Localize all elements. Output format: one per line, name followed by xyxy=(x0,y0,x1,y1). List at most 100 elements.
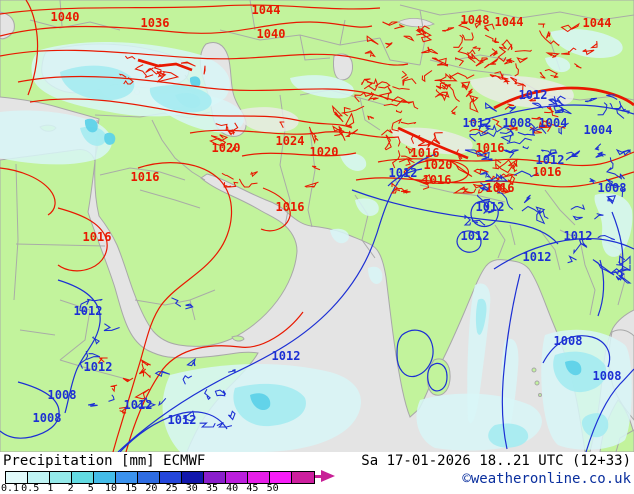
dense-isobar-squiggle xyxy=(366,77,379,91)
dense-isobar-squiggle xyxy=(436,62,449,67)
dense-isobar-squiggle xyxy=(492,158,502,170)
scale-cell xyxy=(248,472,270,483)
dense-isobar-squiggle xyxy=(394,24,406,30)
dense-isobar-squiggle xyxy=(460,188,477,194)
dense-isobar-squiggle xyxy=(464,149,490,159)
dense-isobar-squiggle xyxy=(539,30,560,47)
dense-isobar-squiggle xyxy=(405,157,415,166)
dense-isobar-squiggle xyxy=(97,357,108,364)
dense-isobar-squiggle xyxy=(397,136,401,147)
dense-isobar-squiggle xyxy=(450,160,473,178)
scale-tick-label: 25 xyxy=(165,483,178,494)
dense-isobar-squiggle xyxy=(366,35,379,45)
dense-isobar-squiggle xyxy=(122,377,134,383)
dense-isobar-squiggle xyxy=(615,148,630,156)
dense-isobar-squiggle xyxy=(614,269,625,277)
dense-isobar-squiggle xyxy=(507,124,516,131)
dense-isobar-squiggle xyxy=(594,213,604,220)
dense-isobar-squiggle xyxy=(216,422,233,428)
product-title: Precipitation [mm] ECMWF xyxy=(3,453,205,469)
dense-isobar-squiggle xyxy=(469,131,489,142)
dense-isobar-squiggle xyxy=(472,183,483,189)
copyright-text: ©weatheronline.co.uk xyxy=(462,471,631,487)
dense-isobar-squiggle xyxy=(453,34,464,48)
dense-isobar-squiggle xyxy=(465,88,473,98)
dense-isobar-squiggle xyxy=(378,86,393,101)
dense-isobars-high xyxy=(97,21,598,414)
scale-tick-label: 0.1 xyxy=(0,483,20,494)
scale-tick-label: 15 xyxy=(125,483,138,494)
dense-isobar-squiggle xyxy=(514,49,532,53)
dense-isobar-squiggle xyxy=(311,165,321,171)
dense-isobar-squiggle xyxy=(484,58,499,69)
scale-tick-label: 10 xyxy=(104,483,118,494)
dense-isobar-squiggle xyxy=(590,41,598,49)
scale-cell xyxy=(270,472,292,483)
dense-isobar-squiggle xyxy=(367,115,375,120)
dense-isobar-squiggle xyxy=(615,274,624,281)
scale-tick-label: 35 xyxy=(205,483,219,494)
dense-isobar-squiggle xyxy=(538,120,550,129)
isobars-low xyxy=(0,104,634,452)
dense-isobar-squiggle xyxy=(391,96,419,110)
dense-isobar-squiggle xyxy=(455,57,465,67)
dense-isobar-squiggle xyxy=(427,132,443,149)
dense-isobar-squiggle xyxy=(489,74,509,80)
scale-cell xyxy=(138,472,160,483)
dense-isobar-squiggle xyxy=(331,104,344,117)
dense-isobar-squiggle xyxy=(417,25,430,35)
product-name: Precipitation xyxy=(3,453,113,469)
dense-isobar-squiggle xyxy=(439,80,452,91)
dense-isobar-squiggle xyxy=(479,171,492,179)
scale-tick-label: 2 xyxy=(67,483,74,494)
dense-isobar-squiggle xyxy=(210,134,229,142)
dense-isobar-squiggle xyxy=(134,388,150,400)
dense-isobar-squiggle xyxy=(391,118,403,132)
dense-isobar-squiggle xyxy=(565,150,581,161)
dense-isobar-squiggle xyxy=(532,102,544,109)
dense-isobar-squiggle xyxy=(418,174,432,185)
dense-isobar-squiggle xyxy=(361,78,373,90)
dense-isobar-squiggle xyxy=(119,406,129,414)
dense-isobar-squiggle xyxy=(606,94,618,100)
dense-isobar-squiggle xyxy=(544,106,555,114)
dense-isobar-squiggle xyxy=(621,187,626,198)
dense-isobar-squiggle xyxy=(154,370,170,377)
dense-isobar-squiggle xyxy=(182,410,196,422)
dense-isobar-squiggle xyxy=(532,126,547,136)
dense-isobar-squiggle xyxy=(605,178,620,188)
precipitation-areas xyxy=(0,29,633,452)
dense-isobar-squiggle xyxy=(592,259,615,276)
dense-isobar-squiggle xyxy=(510,126,518,131)
dense-isobar-squiggle xyxy=(508,106,517,113)
dense-isobar-squiggle xyxy=(416,28,426,36)
dense-isobar-squiggle xyxy=(606,167,625,180)
dense-isobar-squiggle xyxy=(471,219,486,226)
dense-isobar-squiggle xyxy=(345,112,355,128)
dense-isobar-squiggle xyxy=(392,86,410,90)
dense-isobar-squiggle xyxy=(344,129,359,137)
scale-cell xyxy=(160,472,182,483)
dense-isobar-squiggle xyxy=(421,70,433,83)
dense-isobar-squiggle xyxy=(118,73,127,78)
dense-isobar-squiggle xyxy=(186,357,196,367)
dense-isobar-squiggle xyxy=(572,215,583,221)
dense-isobar-squiggle xyxy=(402,76,417,86)
dense-isobar-squiggle xyxy=(461,32,474,41)
dense-isobar-squiggle xyxy=(103,323,120,332)
dense-isobar-squiggle xyxy=(594,143,602,151)
dense-isobar-squiggle xyxy=(513,170,539,178)
dense-isobar-squiggle xyxy=(561,47,577,55)
dense-isobar-squiggle xyxy=(539,71,546,79)
dense-isobar-squiggle xyxy=(510,76,524,86)
dense-isobar-squiggle xyxy=(558,122,569,135)
dense-isobar-squiggle xyxy=(520,94,532,100)
dense-isobar-squiggle xyxy=(79,350,89,369)
scale-tick-label: 0.5 xyxy=(21,483,40,494)
dense-isobar-squiggle xyxy=(506,137,532,145)
dense-isobar-squiggle xyxy=(395,109,403,114)
dense-isobar-squiggle xyxy=(544,68,559,79)
dense-isobar-squiggle xyxy=(618,274,632,284)
dense-isobar-squiggle xyxy=(204,389,211,401)
dense-isobar-squiggle xyxy=(135,397,157,408)
